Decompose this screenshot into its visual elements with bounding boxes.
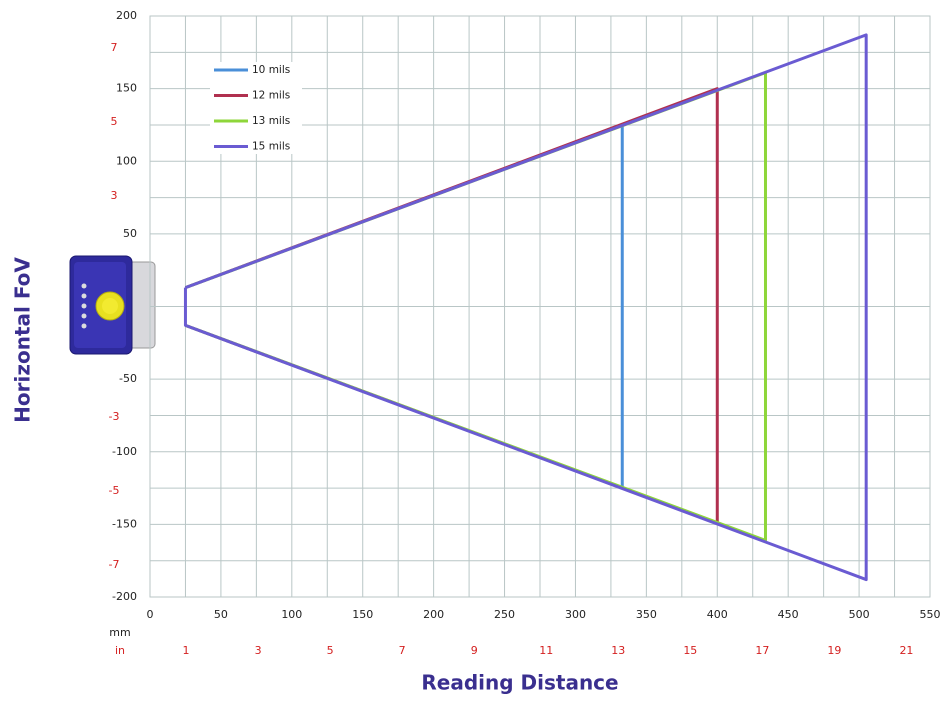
x-tick-label: 500: [849, 608, 870, 621]
scanner-icon: [69, 255, 156, 355]
x-unit: mm: [109, 626, 130, 639]
x-tick-label: 450: [778, 608, 799, 621]
y2-tick-label: -7: [109, 558, 120, 571]
x-tick-label: 350: [636, 608, 657, 621]
x-tick-label: 200: [423, 608, 444, 621]
x-tick-label: 0: [147, 608, 154, 621]
legend-label: 13 mils: [252, 115, 290, 127]
x-tick-label: 300: [565, 608, 586, 621]
legend-box: [210, 62, 302, 154]
x2-tick-label: 21: [899, 644, 913, 657]
y2-tick-label: -5: [109, 484, 120, 497]
x-axis-title: Reading Distance: [421, 671, 618, 695]
y-tick-label: 150: [116, 82, 137, 95]
x-tick-label: 100: [281, 608, 302, 621]
series-line: [183, 33, 868, 582]
x2-tick-label: 9: [471, 644, 478, 657]
legend-label: 12 mils: [252, 90, 290, 102]
y2-tick-label: -3: [109, 410, 120, 423]
x-tick-label: 250: [494, 608, 515, 621]
x2-tick-label: 1: [183, 644, 190, 657]
x2-tick-label: 15: [683, 644, 697, 657]
y-tick-label: 100: [116, 154, 137, 167]
x-tick-label: 150: [352, 608, 373, 621]
y-tick-label: 50: [123, 227, 137, 240]
y2-tick-label: 3: [111, 189, 118, 202]
x2-tick-label: 7: [399, 644, 406, 657]
y2-tick-label: 5: [111, 115, 118, 128]
y-axis-title: Horizontal FoV: [11, 257, 35, 423]
y-tick-label: -200: [112, 590, 137, 603]
x2-tick-label: 11: [539, 644, 553, 657]
x2-tick-label: 19: [827, 644, 841, 657]
y2-tick-label: 7: [111, 41, 118, 54]
x2-unit: in: [115, 644, 125, 657]
legend-label: 10 mils: [252, 64, 290, 76]
x-tick-label: 50: [214, 608, 228, 621]
x2-tick-label: 3: [255, 644, 262, 657]
y-tick-label: 200: [116, 9, 137, 22]
x2-tick-label: 17: [755, 644, 769, 657]
x2-tick-label: 13: [611, 644, 625, 657]
x-tick-label: 550: [920, 608, 941, 621]
y-tick-label: -150: [112, 517, 137, 530]
x2-tick-label: 5: [327, 644, 334, 657]
x-tick-label: 400: [707, 608, 728, 621]
y-tick-label: -50: [119, 372, 137, 385]
plot-border: [149, 15, 931, 598]
y-tick-label: -100: [112, 445, 137, 458]
legend-label: 15 mils: [252, 141, 290, 153]
legend: 10 mils 12 mils 13 mils 15 mils: [210, 62, 302, 154]
